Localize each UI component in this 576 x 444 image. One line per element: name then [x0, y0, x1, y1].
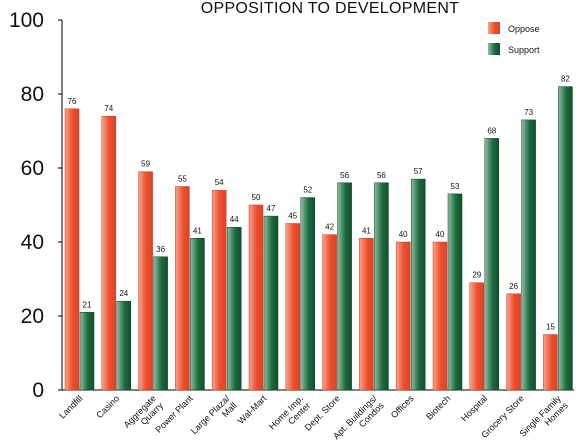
bar-support: [337, 182, 352, 391]
bar-oppose: [285, 223, 301, 391]
legend-swatch-support: [488, 43, 500, 55]
bar-oppose: [138, 171, 153, 391]
chart-title: OPPOSITION TO DEVELOPMENT: [200, 0, 460, 17]
data-label: 73: [524, 108, 533, 117]
bar-support: [558, 86, 573, 391]
y-tick-label: 80: [21, 83, 44, 106]
x-tick-label: Offices: [389, 393, 416, 420]
bar-support: [521, 119, 536, 391]
data-label: 24: [119, 289, 128, 298]
data-label: 68: [487, 126, 496, 135]
bar-support: [484, 138, 500, 391]
x-tick-label: Dept. Store: [303, 393, 342, 432]
data-label: 21: [83, 300, 92, 309]
data-label: 74: [104, 104, 113, 113]
data-label: 44: [230, 215, 239, 224]
data-label: 15: [546, 323, 555, 332]
bar-oppose: [64, 108, 80, 391]
y-tick-label: 40: [21, 231, 44, 254]
data-label: 36: [156, 245, 165, 254]
data-label: 59: [141, 160, 150, 169]
bar-oppose: [506, 293, 521, 391]
data-label: 52: [303, 186, 312, 195]
data-label: 29: [472, 271, 481, 280]
y-tick-label: 20: [21, 305, 44, 328]
bar-support: [153, 256, 168, 391]
data-label: 56: [340, 171, 349, 180]
y-tick-label: 100: [9, 9, 44, 32]
bar-oppose: [322, 234, 337, 391]
data-label: 40: [436, 230, 445, 239]
bar-support: [226, 226, 242, 391]
bar-support: [79, 312, 95, 391]
data-label: 42: [325, 223, 334, 232]
bar-oppose: [248, 204, 264, 391]
data-label: 55: [178, 175, 187, 184]
y-tick-label: 0: [32, 379, 44, 402]
data-label: 57: [414, 167, 423, 176]
x-tick-label: Landfill: [57, 393, 84, 420]
x-tick-label: Casino: [94, 393, 121, 420]
bar-support: [300, 197, 316, 391]
data-label: 47: [267, 204, 276, 213]
bar-oppose: [211, 189, 227, 391]
bar-oppose: [101, 115, 117, 391]
data-label: 26: [509, 282, 518, 291]
bar-support: [116, 300, 132, 391]
bar-support: [447, 193, 463, 391]
data-label: 53: [451, 182, 460, 191]
x-tick-label: Wal-Mart: [236, 393, 269, 426]
bar-support: [374, 182, 389, 391]
bar-support: [190, 238, 205, 391]
bar-oppose: [359, 238, 374, 391]
data-label: 56: [377, 171, 386, 180]
data-label: 54: [215, 178, 224, 187]
bar-oppose: [175, 186, 190, 391]
x-tick-label: Large Plaza/Mall: [189, 393, 239, 443]
data-label: 41: [362, 226, 371, 235]
data-label: 45: [288, 212, 297, 221]
y-tick-label: 60: [21, 157, 44, 180]
data-label: 41: [193, 226, 202, 235]
bar-support: [263, 215, 279, 391]
legend-label-oppose: Oppose: [508, 24, 540, 34]
bar-oppose: [432, 241, 448, 391]
legend-label-support: Support: [508, 45, 540, 55]
x-tick-label: Home Imp.Center: [267, 393, 312, 438]
bar-oppose: [469, 282, 485, 391]
data-label: 40: [399, 230, 408, 239]
x-tick-label: Hospital: [459, 393, 489, 423]
data-label: 76: [68, 97, 77, 106]
bar-oppose: [395, 241, 411, 391]
x-tick-label: Biotech: [424, 393, 452, 421]
bar-support: [410, 178, 426, 391]
bar-oppose: [543, 334, 558, 391]
legend-swatch-oppose: [488, 22, 500, 34]
data-label: 82: [561, 75, 570, 84]
data-label: 50: [252, 193, 261, 202]
